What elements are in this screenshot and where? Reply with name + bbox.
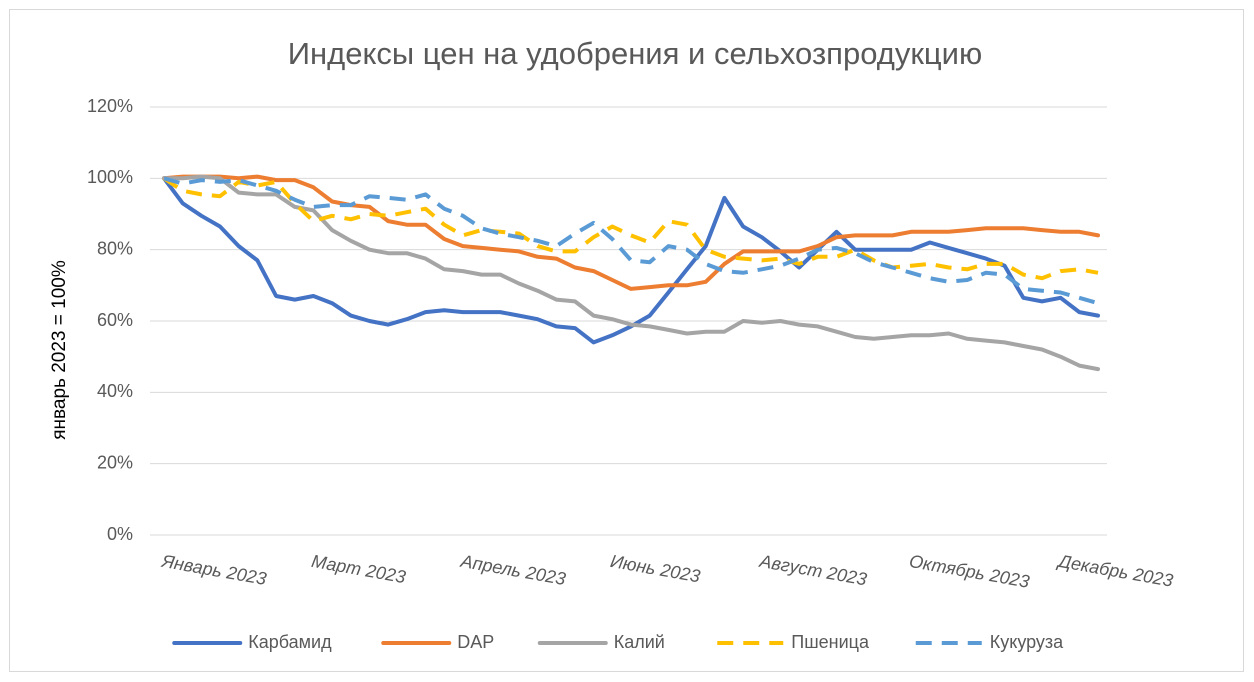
- legend-label: DAP: [457, 632, 494, 652]
- y-tick-label: 20%: [97, 452, 133, 472]
- y-tick-label: 0%: [107, 524, 133, 544]
- y-tick-label: 80%: [97, 238, 133, 258]
- series-line: [163, 176, 1099, 306]
- legend-label: Калий: [614, 632, 665, 652]
- chart-border: [9, 9, 1244, 672]
- y-tick-label: 60%: [97, 310, 133, 330]
- y-tick-label: 100%: [87, 167, 133, 187]
- legend: Карбамид DAP Калий Пшеница Кукуруза: [172, 632, 1064, 652]
- series-line: [162, 174, 1100, 372]
- y-axis-title: январь 2023 = 100%: [49, 260, 70, 440]
- y-tick-label: 120%: [87, 96, 133, 116]
- series-line: [162, 174, 1100, 291]
- series-line: [162, 176, 1099, 281]
- legend-label: Пшеница: [791, 632, 870, 652]
- legend-label: Карбамид: [248, 632, 332, 652]
- y-tick-label: 40%: [97, 381, 133, 401]
- legend-label: Кукуруза: [990, 632, 1064, 652]
- chart-title: Индексы цен на удобрения и сельхозпродук…: [288, 36, 982, 71]
